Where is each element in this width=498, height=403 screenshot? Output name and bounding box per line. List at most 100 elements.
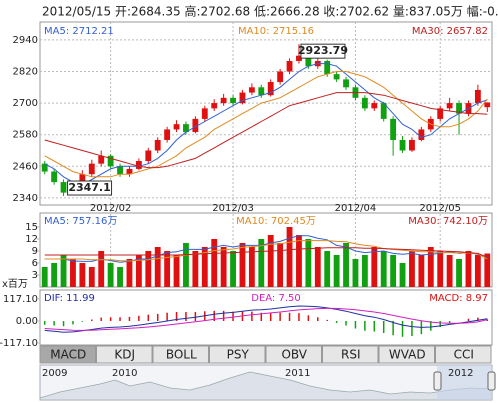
volume-bar xyxy=(135,255,142,287)
y-tick-label: 0.00 xyxy=(16,316,38,327)
x-tick-label: 2012/02 xyxy=(90,203,132,214)
y-tick-label: 2460 xyxy=(13,161,38,172)
volume-bar xyxy=(267,235,274,287)
volume-bar xyxy=(211,239,218,287)
indicator-tabs: MACD KDJ BOLL PSY OBV RSI WVAD CCI xyxy=(39,345,492,364)
y-tick-label: 2580 xyxy=(13,130,38,141)
candle-body xyxy=(230,97,236,104)
tab-label[interactable]: KDJ xyxy=(114,348,135,362)
volume-bar xyxy=(371,247,378,287)
annotation-label: 2347.1 xyxy=(68,181,110,194)
legend-label: DIF: 11.99 xyxy=(44,293,95,304)
tab-button[interactable] xyxy=(39,345,96,364)
volume-bar xyxy=(51,263,58,287)
legend-label: MA5: 2712.21 xyxy=(44,26,114,37)
volume-bar xyxy=(343,243,349,287)
y-tick-label: 2340 xyxy=(13,193,38,204)
candle-body xyxy=(98,155,105,164)
navigator-handle[interactable] xyxy=(487,371,496,391)
tab-button[interactable] xyxy=(378,345,435,364)
volume-bar xyxy=(230,251,236,287)
moving-average xyxy=(44,63,488,186)
candle-body xyxy=(145,150,152,162)
x-tick-label: 2012/03 xyxy=(212,203,254,214)
volume-bar xyxy=(70,259,76,287)
y-tick-label: 2700 xyxy=(13,98,38,109)
candle-body xyxy=(324,60,331,75)
candle-body xyxy=(409,139,415,151)
volume-bar xyxy=(88,267,95,287)
volume-bar xyxy=(79,263,86,287)
volume-bar xyxy=(41,267,48,287)
y-tick-label: 6 xyxy=(32,258,38,269)
volume-bar xyxy=(446,255,453,287)
annotation-box xyxy=(300,43,346,59)
tab-button[interactable] xyxy=(209,345,266,364)
tab[interactable]: PSY xyxy=(209,345,266,364)
navigator-handle[interactable] xyxy=(433,371,442,391)
candle-body xyxy=(192,118,199,133)
volume-average xyxy=(44,247,488,258)
tab-label[interactable]: CCI xyxy=(454,348,474,362)
tab-label[interactable]: PSY xyxy=(227,348,250,362)
legend-label: MA30: 2657.82 xyxy=(412,26,488,37)
navigator-year: 2009 xyxy=(42,368,67,379)
candle-body xyxy=(333,74,340,80)
tab[interactable]: RSI xyxy=(322,345,379,364)
tab-button[interactable] xyxy=(152,345,209,364)
tab[interactable]: WVAD xyxy=(378,345,435,364)
candle-body xyxy=(371,103,378,109)
volume-bar xyxy=(98,251,105,287)
tab-label[interactable]: OBV xyxy=(281,348,307,362)
tab[interactable]: KDJ xyxy=(96,345,153,364)
volume-bar xyxy=(399,263,406,287)
candle-body xyxy=(41,163,48,172)
tab[interactable]: OBV xyxy=(265,345,322,364)
volume-bar xyxy=(380,251,387,287)
candle-body xyxy=(211,103,218,109)
tab-label[interactable]: RSI xyxy=(341,348,361,362)
candle-body xyxy=(390,118,397,140)
unit-label: x百万 xyxy=(2,278,28,290)
tab[interactable]: CCI xyxy=(435,345,492,364)
x-tick-label: 2012/05 xyxy=(419,203,461,214)
tab[interactable]: BOLL xyxy=(152,345,209,364)
y-tick-label: 15 xyxy=(25,222,38,233)
candle-body xyxy=(446,103,453,109)
x-tick-label: 2012/04 xyxy=(335,203,377,214)
navigator-year: 2010 xyxy=(112,368,137,379)
y-tick-label: 3 xyxy=(32,270,38,281)
tab-label[interactable]: BOLL xyxy=(166,348,197,362)
dif-line xyxy=(44,305,488,333)
tab-button[interactable] xyxy=(265,345,322,364)
annotation-label: 2923.79 xyxy=(298,44,348,57)
candle-body xyxy=(277,71,284,83)
candle-body xyxy=(154,139,161,151)
volume-bar xyxy=(154,247,161,287)
volume-bar xyxy=(409,251,415,287)
volume-bar xyxy=(484,253,491,287)
navigator-window[interactable] xyxy=(437,365,492,400)
candle-body xyxy=(305,55,312,67)
candle-body xyxy=(296,55,302,61)
tab[interactable]: MACD xyxy=(39,345,96,364)
annotation-box xyxy=(67,180,113,196)
tab-button[interactable] xyxy=(435,345,492,364)
volume-bar xyxy=(239,243,246,287)
tab-label[interactable]: WVAD xyxy=(389,348,426,362)
volume-bar xyxy=(117,267,123,287)
volume-bar xyxy=(333,255,340,287)
volume-bar xyxy=(437,251,444,287)
tab-button[interactable] xyxy=(96,345,153,364)
moving-average xyxy=(44,92,488,169)
tab-label[interactable]: MACD xyxy=(50,348,86,362)
candle-body xyxy=(173,124,180,130)
tab-button[interactable] xyxy=(322,345,379,364)
volume-bar xyxy=(418,255,425,287)
volume-bar xyxy=(465,251,472,287)
moving-average xyxy=(44,71,488,178)
navigator-year: 2012 xyxy=(448,368,473,379)
volume-bar xyxy=(107,263,114,287)
volume-bar xyxy=(258,239,265,287)
legend-label: MA10: 2715.16 xyxy=(238,26,314,37)
